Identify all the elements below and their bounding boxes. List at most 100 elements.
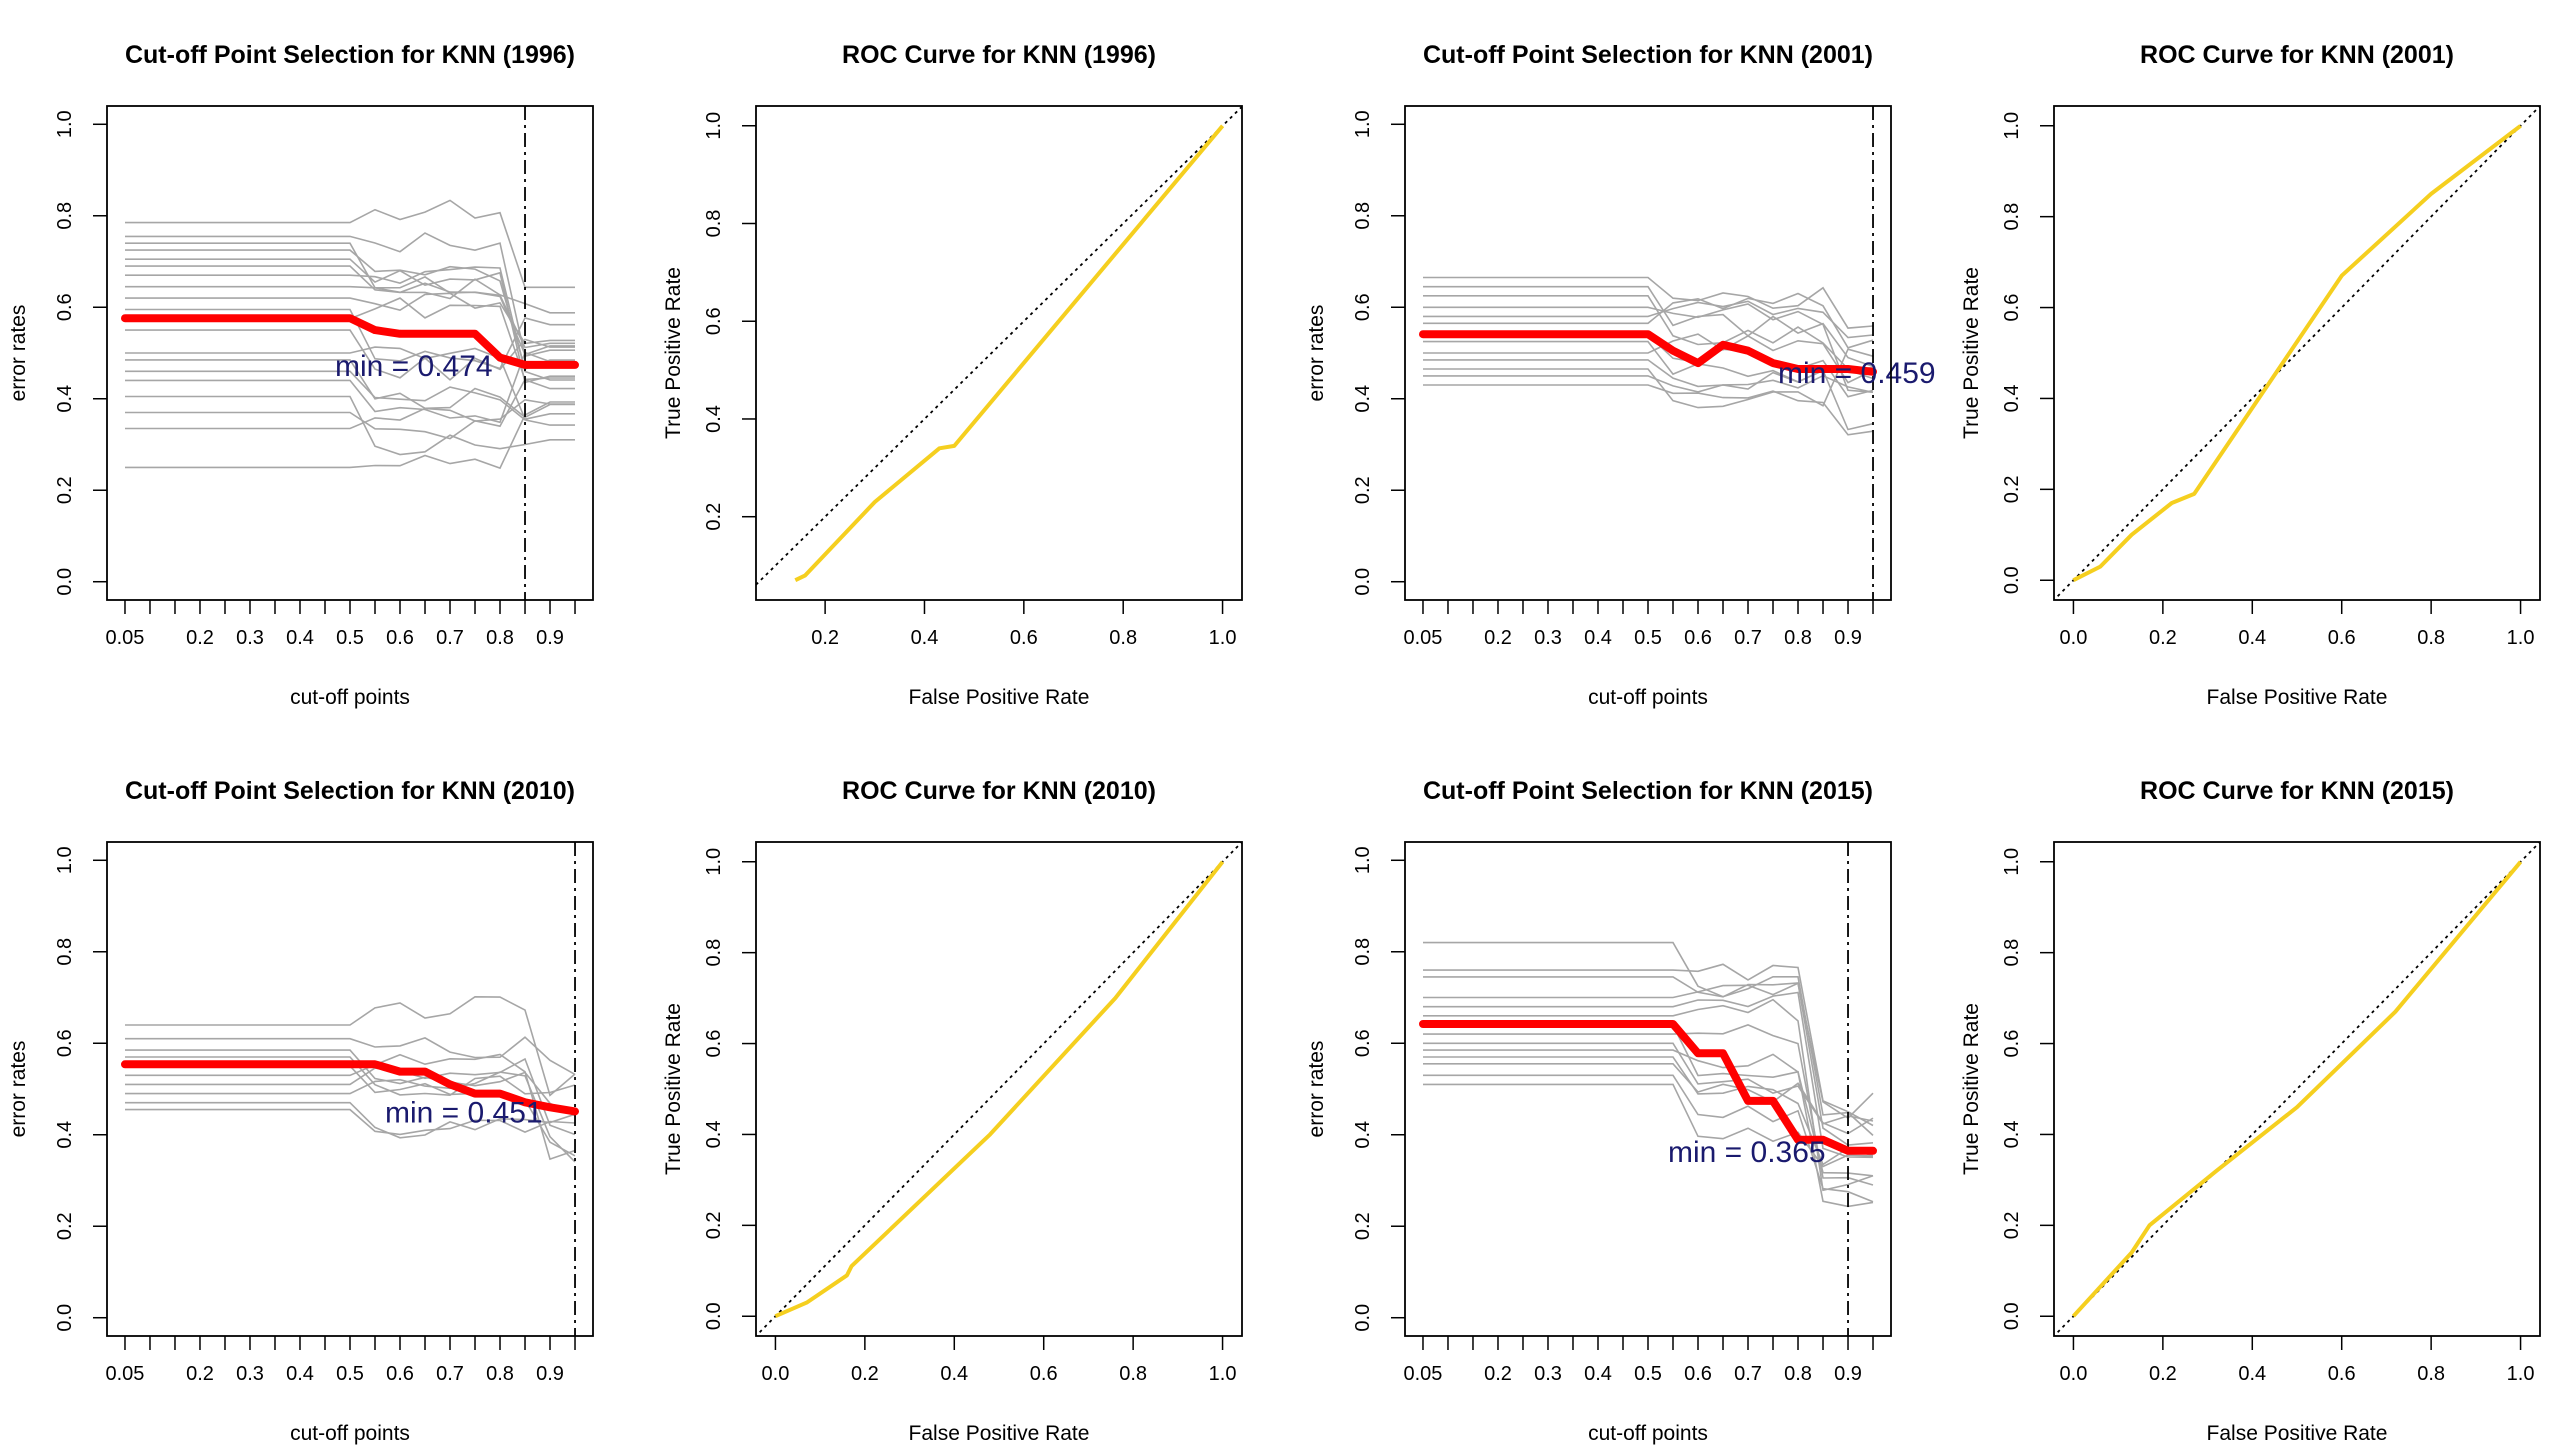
roc-curve — [2071, 860, 2523, 1318]
x-axis-label: False Positive Rate — [909, 1422, 1090, 1445]
y-tick-label: 0.6 — [2001, 294, 2023, 322]
y-tick-label: 0.6 — [703, 307, 725, 335]
x-tick-label: 1.0 — [1209, 627, 1237, 649]
panel-title: Cut-off Point Selection for KNN (2015) — [1423, 777, 1873, 805]
fold-error-line — [1423, 300, 1874, 339]
plot-area — [1419, 842, 1877, 1336]
plot-area — [121, 106, 579, 600]
fold-error-line — [1423, 1056, 1874, 1166]
x-tick-label: 0.9 — [536, 1363, 564, 1385]
fold-error-line — [125, 401, 575, 470]
y-tick-label: 0.2 — [703, 1211, 725, 1239]
y-axis-label: True Positive Rate — [662, 267, 685, 439]
fold-error-line — [125, 329, 575, 381]
x-tick-label: 0.6 — [1030, 1363, 1058, 1385]
y-tick-label: 0.8 — [54, 938, 76, 966]
panel-title: Cut-off Point Selection for KNN (2001) — [1423, 41, 1873, 69]
y-tick-label: 0.8 — [703, 210, 725, 238]
fold-error-line — [125, 395, 575, 456]
y-tick-label: 0.8 — [1352, 202, 1374, 230]
fold-error-line — [125, 232, 575, 358]
fold-error-line — [1423, 1074, 1874, 1203]
mean-error-line — [1419, 1020, 1877, 1155]
x-axis-label: False Positive Rate — [2207, 686, 2388, 709]
y-axis-label: True Positive Rate — [1960, 1003, 1983, 1175]
roc-curve — [2072, 124, 2522, 582]
fold-error-line — [125, 275, 575, 349]
y-tick-label: 0.0 — [1352, 568, 1374, 596]
x-tick-label: 0.8 — [486, 627, 514, 649]
fold-error-line — [125, 370, 575, 426]
y-axis-label: error rates — [7, 305, 30, 402]
y-tick-label: 0.0 — [2001, 566, 2023, 594]
fold-error-line — [125, 1049, 576, 1117]
plot-area — [756, 106, 1242, 586]
x-tick-label: 0.5 — [1634, 1363, 1662, 1385]
y-tick-label: 1.0 — [2001, 848, 2023, 876]
x-tick-label: 0.2 — [2149, 1363, 2177, 1385]
x-tick-label: 0.8 — [1784, 627, 1812, 649]
y-tick-label: 0.4 — [1352, 385, 1374, 413]
fold-error-line — [125, 351, 575, 424]
y-tick-label: 0.8 — [2001, 939, 2023, 967]
x-tick-label: 0.3 — [1534, 1363, 1562, 1385]
y-tick-label: 0.4 — [54, 385, 76, 413]
fold-error-line — [1423, 303, 1874, 393]
fold-error-line — [125, 249, 575, 371]
x-tick-label: 0.7 — [1734, 627, 1762, 649]
x-tick-label: 0.9 — [1834, 1363, 1862, 1385]
panel-title: ROC Curve for KNN (2010) — [842, 777, 1156, 805]
y-tick-label: 0.8 — [703, 939, 725, 967]
x-tick-label: 0.6 — [1684, 1363, 1712, 1385]
fold-error-line — [125, 258, 575, 384]
x-tick-label: 0.9 — [1834, 627, 1862, 649]
min-error-label: min = 0.365 — [1668, 1136, 1826, 1169]
diagonal-reference-line — [756, 106, 1242, 586]
fold-error-line — [1423, 292, 1874, 349]
plot-frame — [2053, 105, 2541, 601]
x-tick-label: 0.5 — [1634, 627, 1662, 649]
fold-error-line — [1423, 359, 1874, 431]
y-tick-label: 0.6 — [1352, 293, 1374, 321]
y-tick-label: 1.0 — [54, 846, 76, 874]
x-tick-label: 0.3 — [236, 627, 264, 649]
y-tick-label: 0.0 — [1352, 1304, 1374, 1332]
plot-frame — [106, 105, 594, 601]
y-tick-label: 0.0 — [54, 568, 76, 596]
roc-curve — [774, 860, 1225, 1319]
fold-error-line — [125, 266, 575, 381]
fold-error-line — [1423, 991, 1874, 1159]
y-tick-label: 0.8 — [2001, 203, 2023, 231]
panel-4: ROC Curve for KNN (2001) False Positive R… — [1960, 41, 2541, 709]
x-tick-label: 0.0 — [762, 1363, 790, 1385]
y-tick-label: 1.0 — [703, 848, 725, 876]
y-tick-label: 0.4 — [1352, 1121, 1374, 1149]
fold-error-line — [1423, 348, 1874, 409]
y-tick-label: 1.0 — [54, 110, 76, 138]
y-tick-label: 0.6 — [54, 1029, 76, 1057]
x-tick-label: 0.2 — [186, 1363, 214, 1385]
fold-error-line — [1423, 982, 1874, 1120]
y-tick-label: 0.2 — [1352, 1212, 1374, 1240]
mean-error-line — [121, 314, 579, 369]
x-tick-label: 0.05 — [106, 1363, 145, 1385]
x-tick-label: 0.8 — [486, 1363, 514, 1385]
x-axis-label: False Positive Rate — [909, 686, 1090, 709]
x-tick-label: 0.4 — [1584, 627, 1612, 649]
panel-title: Cut-off Point Selection for KNN (1996) — [125, 41, 575, 69]
plot-frame — [1404, 105, 1892, 601]
x-tick-label: 1.0 — [2507, 1363, 2535, 1385]
x-tick-label: 0.6 — [1684, 627, 1712, 649]
x-axis-label: cut-off points — [290, 1422, 410, 1445]
x-tick-label: 0.05 — [1404, 627, 1443, 649]
panel-3: Cut-off Point Selection for KNN (2001) cu… — [1305, 41, 1936, 709]
diagonal-reference-line — [756, 842, 1242, 1336]
fold-error-line — [125, 1108, 576, 1136]
mean-error-line — [121, 1060, 579, 1116]
y-tick-label: 0.4 — [54, 1121, 76, 1149]
roc-curve — [794, 124, 1225, 582]
fold-error-line — [1423, 1083, 1874, 1168]
fold-error-line — [1423, 333, 1874, 384]
x-axis-label: cut-off points — [290, 686, 410, 709]
